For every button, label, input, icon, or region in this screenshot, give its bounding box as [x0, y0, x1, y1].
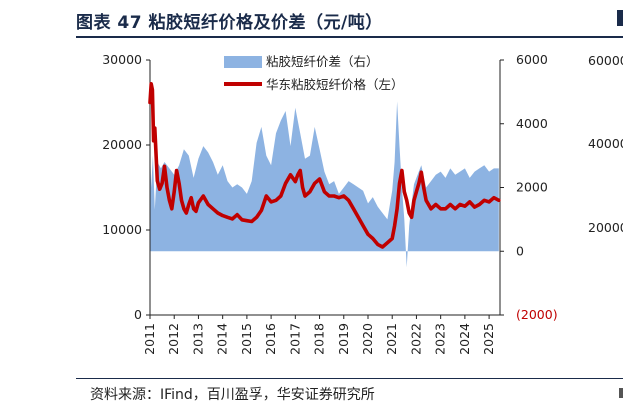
x-axis-tick-label: 2011 — [142, 323, 157, 355]
x-axis-tick-label: 2025 — [481, 323, 496, 355]
legend-label-spread: 粘胶短纤价差（右） — [266, 54, 379, 69]
right-axis-tick-label: (2000) — [516, 307, 558, 322]
source-note: 资料来源：IFind，百川盈孚，华安证券研究所 — [90, 387, 375, 403]
source-divider — [76, 378, 623, 379]
adjacent-chart-tick: 60000 — [588, 53, 623, 68]
right-axis-tick-label: 2000 — [516, 180, 548, 195]
adjacent-chart-tick: 40000 — [588, 136, 623, 151]
x-axis-tick-label: 2022 — [408, 323, 423, 355]
left-axis-tick-label: 0 — [134, 307, 142, 322]
x-axis-tick-label: 2021 — [384, 323, 399, 355]
x-axis-tick-label: 2019 — [336, 323, 351, 355]
x-axis-tick-label: 2023 — [433, 323, 448, 355]
title-divider — [76, 36, 623, 38]
x-axis-tick-label: 2017 — [287, 323, 302, 355]
x-axis-tick-label: 2013 — [190, 323, 205, 355]
x-axis-tick-label: 2020 — [360, 323, 375, 355]
left-axis-tick-label: 20000 — [102, 137, 142, 152]
chart-title: 图表 47 粘胶短纤价格及价差（元/吨） — [76, 13, 383, 33]
x-axis-tick-label: 2015 — [239, 323, 254, 355]
adjacent-figure-title-edge — [617, 10, 623, 26]
spread-area-series — [150, 101, 499, 268]
left-axis-tick-label: 30000 — [102, 52, 142, 67]
legend-label-price: 华东粘胶短纤价格（左） — [266, 77, 404, 92]
price-line-series — [148, 82, 501, 249]
x-axis-tick-label: 2014 — [215, 323, 230, 355]
adjacent-figure-source-edge — [619, 388, 623, 398]
chart-svg: 0 10000 20000 30000 (2000) 0 2000 4000 6000 2011 2… — [102, 52, 623, 355]
x-axis-tick-label: 2024 — [457, 323, 472, 355]
right-axis-tick-label: 6000 — [516, 52, 548, 67]
right-axis-tick-label: 0 — [516, 243, 524, 258]
left-axis-tick-label: 10000 — [102, 222, 142, 237]
x-axis-tick-label: 2012 — [166, 323, 181, 355]
x-axis-tick-label: 2016 — [263, 323, 278, 355]
adjacent-chart-tick: 20000 — [588, 220, 623, 235]
right-axis-tick-label: 4000 — [516, 116, 548, 131]
x-axis-tick-label: 2018 — [312, 323, 327, 355]
legend-swatch-spread — [224, 56, 262, 68]
